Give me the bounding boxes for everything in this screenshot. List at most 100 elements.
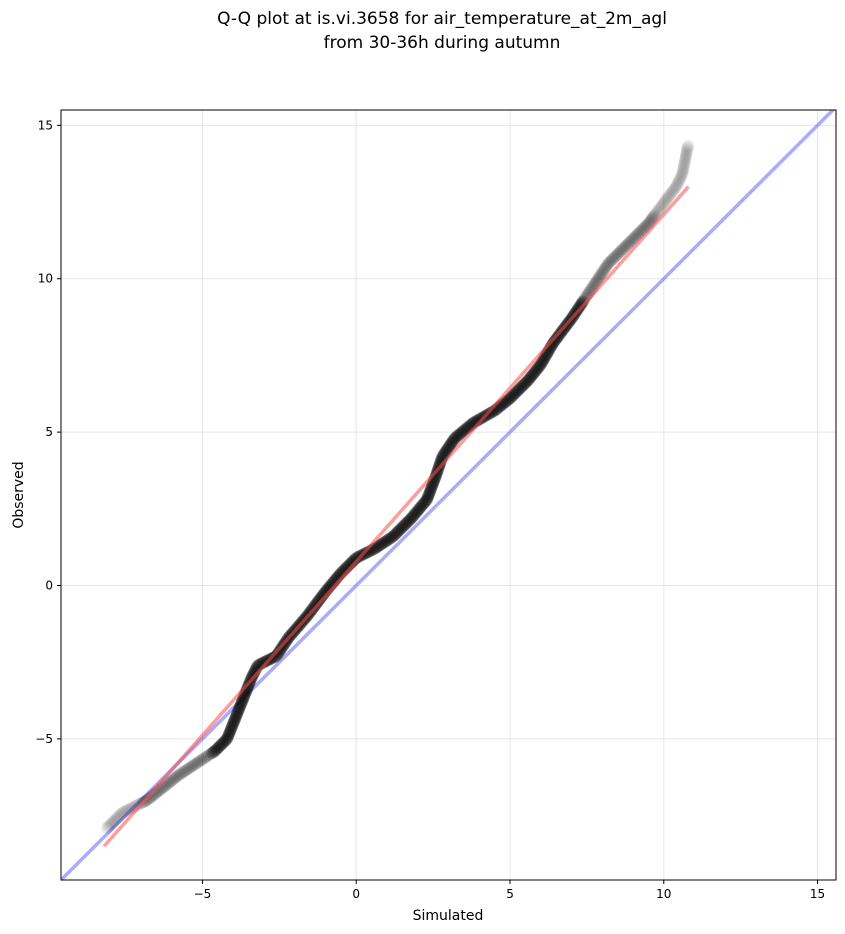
qq-point <box>615 244 628 257</box>
qq-point <box>234 698 247 711</box>
qq-point <box>110 812 123 825</box>
qq-point <box>407 510 420 523</box>
qq-point <box>350 551 363 564</box>
qq-point <box>532 361 545 374</box>
qq-point <box>627 232 640 245</box>
qq-point <box>426 478 439 491</box>
qq-point <box>547 336 560 349</box>
qq-point <box>204 748 217 761</box>
qq-point <box>537 353 550 366</box>
qq-point <box>402 514 415 527</box>
qq-point <box>548 334 561 347</box>
qq-point <box>678 159 691 172</box>
qq-point <box>379 535 392 548</box>
y-tick-label: 0 <box>45 578 53 592</box>
qq-point <box>681 139 694 152</box>
qq-point <box>225 721 238 734</box>
qq-point <box>396 521 409 534</box>
qq-point <box>162 776 175 789</box>
qq-point <box>591 273 604 286</box>
qq-point <box>227 717 240 730</box>
qq-point <box>593 270 606 283</box>
qq-point <box>456 426 469 439</box>
qq-point <box>590 275 603 288</box>
qq-point <box>233 700 246 713</box>
qq-point <box>394 522 407 535</box>
qq-point <box>186 760 199 773</box>
qq-point <box>376 537 389 550</box>
qq-point <box>632 227 645 240</box>
qq-point <box>675 169 688 182</box>
qq-point <box>385 531 398 544</box>
qq-point <box>485 406 498 419</box>
qq-point <box>231 706 244 719</box>
qq-point <box>143 792 156 805</box>
qq-point <box>418 496 431 509</box>
qq-point <box>674 171 687 184</box>
qq-point <box>236 694 249 707</box>
qq-point <box>619 240 632 253</box>
qq-point <box>630 229 643 242</box>
qq-point <box>198 751 211 764</box>
qq-point <box>550 333 563 346</box>
qq-point <box>613 246 626 259</box>
qq-point <box>397 519 410 532</box>
y-tick-label: 15 <box>38 118 53 132</box>
qq-point <box>678 154 691 167</box>
qq-point <box>473 413 486 426</box>
qq-point <box>518 377 531 390</box>
qq-point <box>575 297 588 310</box>
qq-point <box>195 754 208 767</box>
qq-point <box>679 150 692 163</box>
qq-point <box>629 230 642 243</box>
qq-point <box>390 527 403 540</box>
qq-point <box>597 264 610 277</box>
qq-point <box>107 815 120 828</box>
qq-point <box>671 177 684 190</box>
qq-point <box>516 379 529 392</box>
qq-point <box>187 759 200 772</box>
axis-ticks: −5 0 5 10 15 −5 0 5 10 15 <box>35 118 825 901</box>
qq-point <box>211 742 224 755</box>
qq-point <box>108 814 121 827</box>
qq-point <box>602 257 615 270</box>
qq-point <box>247 668 260 681</box>
qq-point <box>215 738 228 751</box>
qq-point <box>450 430 463 443</box>
qq-point <box>101 821 114 834</box>
qq-point <box>447 433 460 446</box>
qq-point <box>654 200 667 213</box>
qq-point <box>604 255 617 268</box>
qq-point <box>377 536 390 549</box>
qq-point <box>664 188 677 201</box>
qq-point <box>658 195 671 208</box>
chart-title: Q-Q plot at is.vi.3658 for air_temperatu… <box>217 9 667 29</box>
qq-point <box>104 818 117 831</box>
qq-point <box>202 749 215 762</box>
qq-point <box>399 518 412 531</box>
qq-point <box>661 192 674 205</box>
qq-point <box>391 525 404 538</box>
qq-point <box>116 806 129 819</box>
qq-point <box>171 770 184 783</box>
qq-point <box>314 592 327 605</box>
qq-point <box>679 152 692 165</box>
qq-point <box>425 480 438 493</box>
qq-point <box>598 262 611 275</box>
qq-point <box>649 207 662 220</box>
qq-point <box>167 772 180 785</box>
qq-point <box>616 243 629 256</box>
qq-point <box>228 715 241 728</box>
qq-point <box>223 727 236 740</box>
qq-point <box>173 768 186 781</box>
qq-point <box>164 775 177 788</box>
qq-point <box>115 807 128 820</box>
qq-point <box>676 165 689 178</box>
qq-point <box>169 771 182 784</box>
qq-point <box>521 374 534 387</box>
qq-point <box>515 381 528 394</box>
qq-point <box>221 731 234 744</box>
qq-point <box>531 362 544 375</box>
